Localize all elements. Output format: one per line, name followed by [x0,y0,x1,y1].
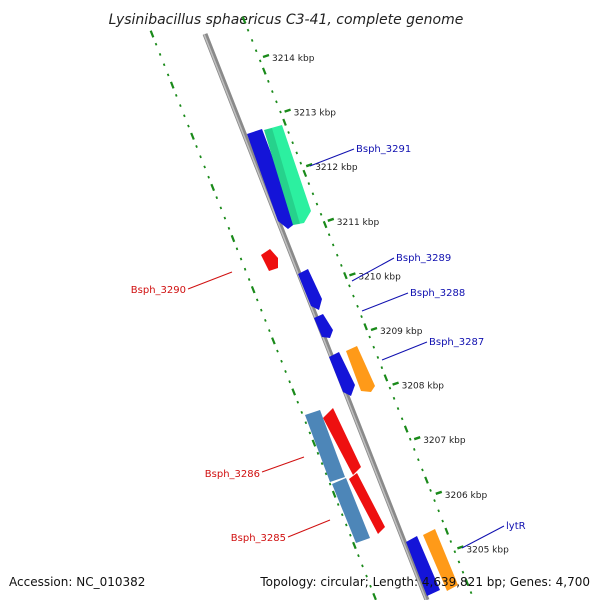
kbp-label: 3207 kbp [423,436,466,446]
gene-label-lytr[interactable]: lytR [506,521,526,532]
gene-bsph-3286-steel[interactable] [305,410,345,482]
kbp-major-tick [413,436,421,441]
kbp-label: 3210 kbp [358,272,401,282]
kbp-major-tick [349,272,356,277]
gene-bsph-3285-red[interactable] [349,473,385,534]
gene-bsph-3290[interactable] [261,249,278,271]
gene-features [247,125,458,596]
kbp-label: 3212 kbp [315,163,358,173]
kbp-scale: 3214 kbp 3213 kbp 3212 kbp 3211 kbp 3210 kbp… [262,53,509,555]
gene-label-bsph-3288[interactable]: Bsph_3288 [410,288,465,299]
gene-bsph-3285-steel[interactable] [332,478,370,543]
gene-bsph-3289[interactable] [298,269,322,310]
leader-lines [187,148,505,549]
gene-labels: Bsph_3291 Bsph_3289 Bsph_3288 Bsph_3287 … [131,144,526,544]
map-title: Lysinibacillus sphaericus C3-41, complet… [109,12,464,28]
gene-lytr-blue[interactable] [406,536,440,596]
genome-backbone [202,33,430,600]
tick-tracks [149,16,473,600]
kbp-label: 3214 kbp [272,54,315,64]
kbp-label: 3205 kbp [466,545,509,555]
kbp-label: 3206 kbp [445,491,488,501]
gene-lytr-orange[interactable] [423,529,458,591]
gene-label-bsph-3286[interactable]: Bsph_3286 [205,469,260,480]
kbp-label: 3208 kbp [402,382,445,392]
kbp-major-tick [457,545,464,550]
kbp-label: 3211 kbp [337,218,380,228]
accession-text: Accession: NC_010382 [9,575,145,589]
forward-tick-track [241,16,473,595]
kbp-label: 3213 kbp [294,109,337,119]
reverse-tick-track [149,30,377,600]
gene-bsph-3291-green[interactable] [264,125,311,225]
gene-bsph-3286-red[interactable] [323,408,361,475]
gene-bsph-3288[interactable] [314,314,333,338]
genome-summary-text: Topology: circular; Length: 4,639,821 bp… [259,575,590,589]
kbp-label: 3209 kbp [380,327,423,337]
kbp-major-tick [262,53,270,59]
kbp-major-tick [370,326,378,332]
gene-label-bsph-3287[interactable]: Bsph_3287 [429,337,484,348]
kbp-major-tick [392,381,399,386]
kbp-major-tick [284,108,291,113]
kbp-major-tick [305,163,313,168]
gene-bsph-3291-blue[interactable] [247,129,297,229]
gene-label-bsph-3285[interactable]: Bsph_3285 [231,533,286,544]
gene-bsph-3287-blue[interactable] [329,352,355,396]
gene-bsph-3287-orange[interactable] [346,346,375,392]
kbp-major-tick [327,217,335,222]
gene-label-bsph-3290[interactable]: Bsph_3290 [131,285,186,296]
gene-label-bsph-3289[interactable]: Bsph_3289 [396,253,451,264]
kbp-major-tick [435,490,443,495]
gene-label-bsph-3291[interactable]: Bsph_3291 [356,144,411,155]
